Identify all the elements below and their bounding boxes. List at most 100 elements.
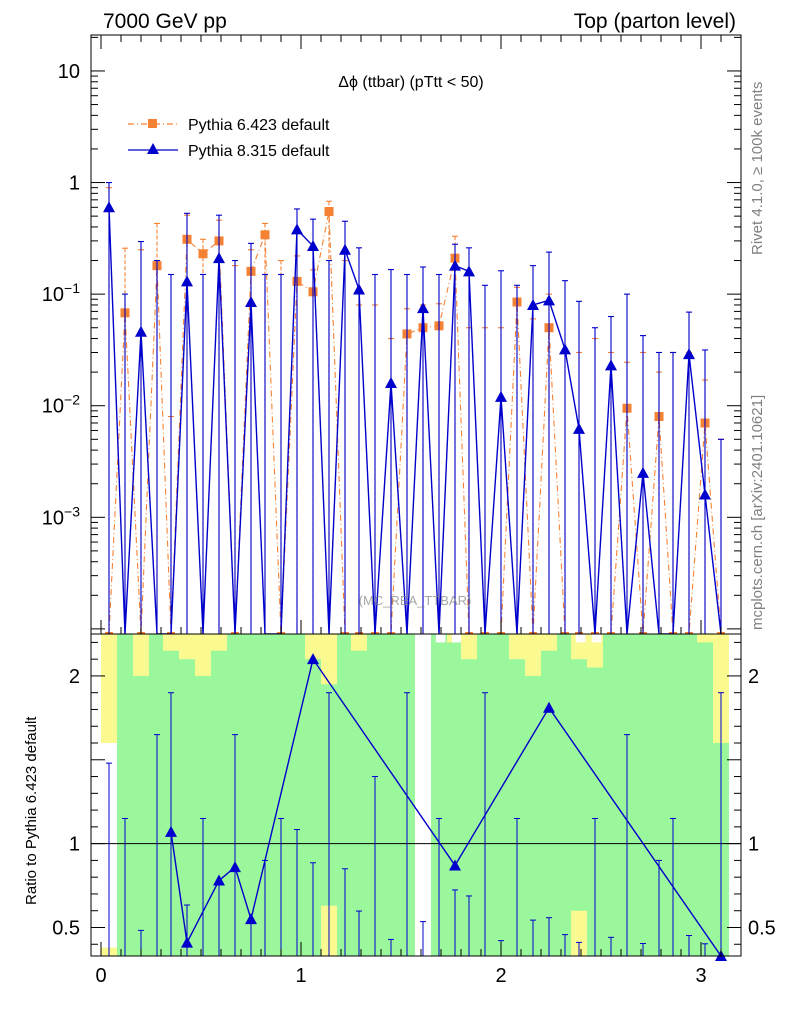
ratio-band-green (351, 634, 367, 956)
marker-pythia6 (324, 207, 334, 217)
ratio-band-green (133, 634, 149, 956)
y-tick-label-main: 10−3 (42, 503, 80, 529)
ratio-band-green (337, 634, 353, 956)
ratio-band-green (587, 634, 603, 956)
ratio-band-yellow (133, 634, 149, 676)
y-tick-label-main: 10 (58, 61, 80, 83)
ratio-band-green (681, 634, 697, 956)
ratio-band-green (305, 634, 321, 956)
ratio-frame (90, 633, 742, 957)
ratio-marker (181, 936, 193, 948)
ratio-band-yellow (541, 634, 557, 651)
marker-pythia8 (573, 422, 585, 434)
ratio-band-yellow (101, 634, 117, 744)
ratio-band-yellow (713, 634, 729, 744)
marker-pythia8 (245, 296, 257, 308)
marker-pythia8 (213, 252, 225, 264)
y-tick-label-ratio-right: 1 (748, 834, 759, 856)
ratio-band-yellow (179, 634, 195, 660)
mcplots-label: mcplots.cern.ch [arXiv:2401.10621] (749, 395, 766, 630)
marker-pythia8 (181, 275, 193, 287)
marker-pythia8 (291, 223, 303, 235)
ratio-marker (307, 653, 319, 665)
ratio-band-yellow (195, 634, 211, 676)
y-tick-label-ratio-right: 0.5 (748, 917, 776, 939)
series-pythia6 (105, 187, 725, 635)
marker-pythia8 (699, 488, 711, 500)
marker-pythia8 (527, 298, 539, 310)
y-tick-label-ratio: 2 (69, 666, 80, 688)
legend: Pythia 6.423 default Pythia 8.315 defaul… (128, 117, 330, 160)
marker-pythia8 (495, 390, 507, 402)
marker-pythia8 (637, 466, 649, 478)
ratio-marker (245, 913, 257, 925)
ratio-band-yellow (163, 634, 179, 651)
legend-marker-pythia6 (148, 119, 157, 128)
ratio-band-green (195, 634, 211, 956)
ratio-band-yellow (509, 634, 525, 660)
legend-label-pythia6: Pythia 6.423 default (188, 117, 330, 134)
marker-pythia8 (605, 359, 617, 371)
ratio-band-green (211, 634, 227, 956)
ratio-band-green (431, 634, 447, 956)
ratio-band-green (117, 634, 133, 956)
marker-pythia8 (135, 325, 147, 337)
header-right: Top (parton level) (574, 10, 736, 33)
marker-pythia8 (339, 243, 351, 255)
ratio-band-yellow (697, 634, 713, 643)
marker-pythia8 (543, 294, 555, 306)
ratio-marker (449, 859, 461, 871)
legend-label-pythia8: Pythia 8.315 default (188, 143, 330, 160)
ratio-band-green (383, 634, 399, 956)
ratio-panel (91, 634, 741, 961)
marker-pythia8 (463, 265, 475, 277)
x-tick-label: 1 (295, 965, 306, 987)
ratio-marker (213, 874, 225, 886)
ratio-band-green (289, 634, 305, 956)
ratio-band-yellow (211, 634, 227, 651)
ratio-band-yellow (571, 910, 587, 956)
line-pythia8 (108, 207, 722, 635)
ratio-band-green (525, 634, 541, 956)
ratio-series-pythia8 (106, 653, 727, 961)
ratio-band-green (571, 634, 587, 956)
marker-pythia6 (198, 249, 208, 259)
x-tick-label: 3 (695, 965, 706, 987)
ratio-band-green (635, 634, 651, 956)
ratio-band-green (493, 634, 509, 956)
ratio-marker (165, 825, 177, 837)
header-left: 7000 GeV pp (103, 10, 227, 33)
ratio-band-green (509, 634, 525, 956)
marker-pythia8 (683, 348, 695, 360)
x-tick-label: 2 (495, 965, 506, 987)
line-pythia6 (108, 211, 722, 635)
axes-layer: 10 1 10−1 10−2 10−3 2 2 1 1 0.5 0.5 0 1 2 3 (42, 34, 776, 987)
y-tick-label-ratio: 1 (69, 834, 80, 856)
legend-marker-pythia8 (147, 143, 159, 154)
marker-pythia6 (260, 230, 270, 240)
rivet-version-label: Rivet 4.1.0, ≥ 100k events (749, 82, 766, 255)
ratio-band-green (461, 634, 477, 956)
marker-pythia8 (353, 283, 365, 295)
y-tick-label-ratio-right: 2 (748, 666, 759, 688)
marker-pythia8 (307, 239, 319, 251)
marker-pythia8 (385, 376, 397, 388)
analysis-watermark: (MC_REA_TTBAR) (359, 593, 472, 608)
marker-pythia8 (559, 343, 571, 355)
ratio-y-label: Ratio to Pythia 6.423 default (23, 716, 40, 905)
y-tick-label-main: 1 (69, 173, 80, 195)
chart-title: Δϕ (ttbar) (pTtt < 50) (338, 74, 483, 91)
marker-pythia8 (449, 259, 461, 271)
main-panel (103, 181, 725, 635)
ratio-band-green (557, 634, 573, 956)
series-pythia8 (103, 181, 724, 635)
ratio-band-green (243, 634, 259, 956)
ratio-band-yellow (461, 634, 477, 660)
marker-pythia8 (417, 302, 429, 314)
ratio-band-yellow (305, 634, 321, 660)
ratio-band-gap (451, 634, 462, 643)
x-tick-label: 0 (95, 965, 106, 987)
ratio-band-yellow (525, 634, 541, 676)
ratio-band-yellow (351, 634, 367, 651)
